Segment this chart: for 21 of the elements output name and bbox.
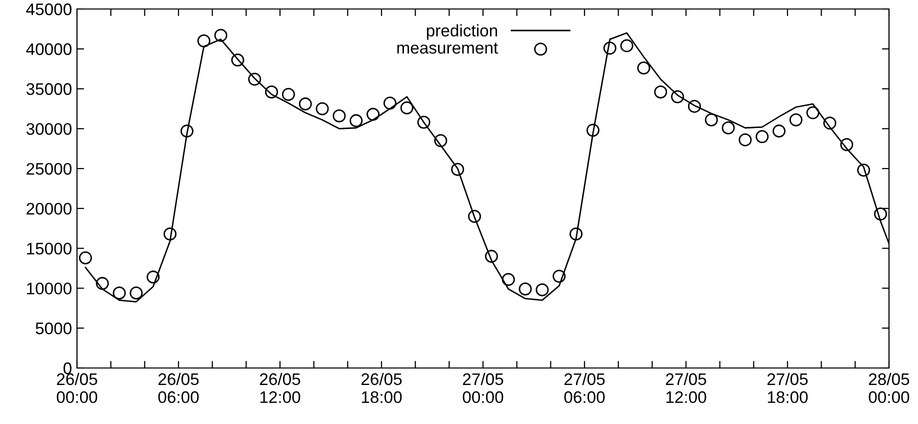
legend-label: prediction <box>426 24 498 40</box>
y-tick-label: 25000 <box>26 162 72 175</box>
y-tick-label: 35000 <box>26 83 72 95</box>
y-tick-label: 30000 <box>26 123 72 135</box>
x-tick-label: 26/05 18:00 <box>361 372 402 404</box>
x-tick-label: 26/05 12:00 <box>260 372 300 404</box>
y-tick-label: 40000 <box>26 43 72 56</box>
y-tick-label: 0 <box>64 362 72 374</box>
y-tick-label: 10000 <box>27 282 72 294</box>
x-tick-label: 27/05 18:00 <box>767 372 808 404</box>
legend-label: measurement <box>397 42 498 54</box>
x-tick-label: 27/05 06:00 <box>564 372 605 404</box>
x-tick-label: 26/05 06:00 <box>158 372 199 404</box>
y-tick-label: 5000 <box>36 322 72 334</box>
y-tick-label: 45000 <box>26 3 72 16</box>
x-tick-label: 27/05 12:00 <box>666 372 706 404</box>
x-tick-label: 28/05 00:00 <box>868 372 910 404</box>
y-tick-label: 15000 <box>27 242 72 255</box>
x-tick-label: 27/05 00:00 <box>462 372 504 404</box>
y-tick-label: 20000 <box>26 202 72 215</box>
x-tick-label: 26/05 00:00 <box>56 372 98 404</box>
